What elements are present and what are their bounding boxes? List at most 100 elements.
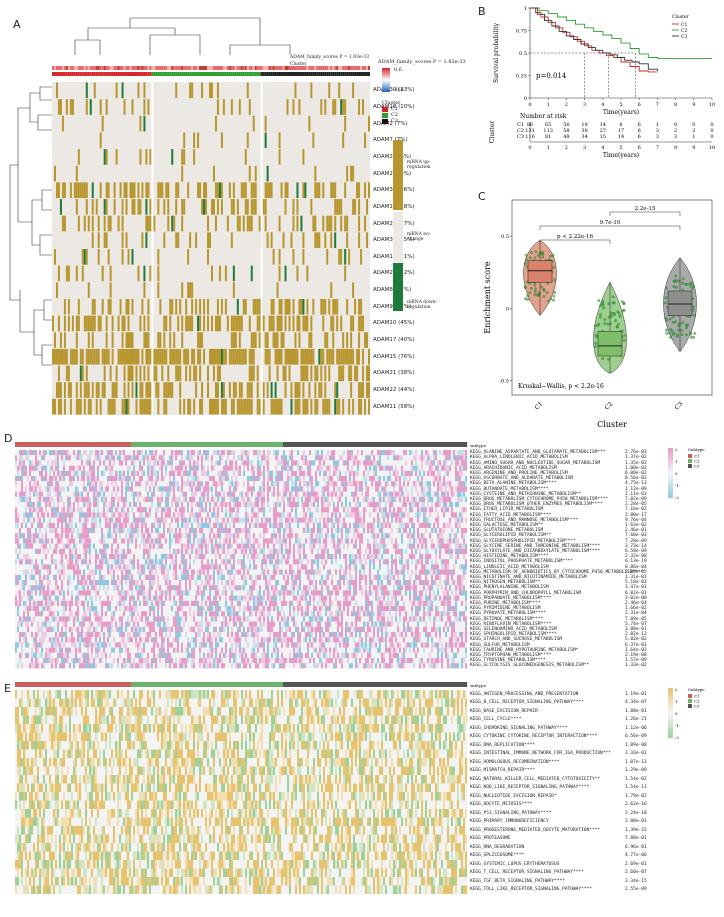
data-point: [615, 325, 619, 329]
y-axis-label: Enrichment score: [483, 261, 492, 333]
data-point: [693, 331, 697, 335]
pathway-label: KEGG_ALPHA_LINOLENIC_ACID_METABOLISM: [470, 455, 568, 461]
legend-c1: C1: [391, 106, 399, 112]
risk-x-tick: 0: [528, 145, 531, 151]
scale-tick: -1: [675, 483, 679, 488]
data-point: [552, 294, 556, 298]
pathway-label: KEGG_T_CELL_RECEPTOR_SIGNALING_PATHWAY**…: [470, 870, 584, 876]
subtype-legend-item: C3: [694, 704, 700, 709]
x-tick-label: 5: [619, 102, 622, 108]
data-point: [607, 302, 611, 305]
panel-a-heatmap: [9, 17, 370, 415]
pathway-pvalue: 1.31e-01: [625, 574, 647, 580]
risk-row-label: C2: [517, 128, 524, 134]
pathway-label: KEGG_NICOTINATE_AND_NICOTINAMIDE_METABOL…: [470, 574, 587, 580]
pathway-label: KEGG_ALANINE_ASPARTATE_AND_GLUTAMATE_MET…: [470, 450, 606, 456]
pathway-pvalue: 4.77e-06: [625, 853, 647, 859]
legend-down-label: mRNA down-regulation: [407, 300, 438, 310]
pathway-pvalue: 1.33e-02: [625, 663, 647, 669]
pathway-label: KEGG_DNA_REPLICATION****: [470, 742, 536, 748]
risk-x-tick: 6: [638, 145, 641, 151]
gene-label: ADAM30 (13%): [373, 87, 415, 94]
data-point: [676, 333, 679, 337]
y-tick-label: 0: [524, 96, 527, 102]
legend-item: C2: [681, 28, 687, 34]
legend-c1-swatch: [382, 107, 388, 112]
pathway-label: KEGG_METABOLISM_OF_XENOBIOTICS_BY_CYTOCH…: [470, 569, 644, 575]
risk-count: 15: [600, 134, 606, 140]
pathway-label: KEGG_B_CELL_RECEPTOR_SIGNALING_PATHWAY**…: [470, 700, 584, 706]
pathway-pvalue: 9.76e-04: [625, 517, 647, 523]
pathway-label: KEGG_FRUCTOSE_AND_MANNOSE_METABOLISM****: [470, 517, 579, 523]
risk-axis-label: Cluster: [489, 121, 496, 143]
pathway-label: KEGG_LINOLEIC_ACID_METABOLISM: [470, 564, 549, 570]
pathway-pvalue: 2.55e-09: [625, 887, 647, 893]
data-point: [665, 328, 668, 332]
scale-tick: 1: [675, 699, 678, 704]
risk-count: 81: [545, 134, 551, 140]
pathway-label: KEGG_CYTOKINE_CYTOKINE_RECEPTOR_INTERACT…: [470, 734, 598, 740]
risk-count: 38: [581, 128, 587, 134]
pathway-pvalue: 1.57e-09: [625, 658, 647, 664]
risk-count: 0: [710, 134, 713, 140]
data-point: [607, 315, 611, 319]
pathway-pvalue: 1.07e-13: [625, 759, 647, 765]
data-point: [542, 295, 546, 298]
comparison-label: 2.2e-15: [635, 206, 656, 212]
panel-b-letter: B: [478, 5, 486, 18]
gene-label: ADAM22 (44%): [373, 387, 415, 394]
pathway-label: KEGG_MISMATCH_REPAIR****: [470, 768, 536, 774]
gene-label: ADAM10 (45%): [373, 320, 415, 327]
data-point: [551, 254, 555, 257]
pathway-label: KEGG_GLUTATHIONE_METABOLISM: [470, 528, 544, 534]
subtype-legend-item: C1: [694, 454, 700, 459]
scale-tick: 0: [675, 471, 678, 476]
data-point: [671, 315, 675, 319]
risk-x-tick: 9: [692, 145, 695, 151]
data-point: [609, 322, 612, 326]
pathway-label: KEGG_INOSITOL_PHOSPHATE_METABOLISM****: [470, 559, 573, 565]
pathway-pvalue: 3.00e-17: [625, 512, 647, 518]
x-tick-label: 9: [692, 102, 695, 108]
panel-c-letter: C: [478, 190, 486, 203]
data-point: [540, 285, 544, 289]
subtype-legend-item: C3: [694, 464, 700, 469]
data-point: [672, 279, 676, 283]
pathway-label: KEGG_PRIMARY_IMMUNODEFICIENCY: [470, 819, 549, 825]
pathway-label: KEGG_GLYCINE_SERINE_AND_THREONINE_METABO…: [470, 543, 601, 549]
data-point: [674, 274, 678, 278]
data-point: [540, 250, 544, 254]
data-point: [680, 333, 684, 336]
pathway-label: KEGG_SELENOAMINO_ACID_METABOLISM: [470, 626, 557, 632]
data-point: [536, 254, 540, 257]
pathway-pvalue: 2.24e-18: [625, 810, 647, 816]
pathway-pvalue: 1.29e-09: [625, 768, 647, 774]
gene-label: ADAM8 (11%): [373, 287, 411, 294]
pathway-pvalue: 3.88e-01: [625, 626, 647, 632]
pathway-label: KEGG_TAURINE_AND_HYPOTAURINE_METABOLISM*: [470, 647, 579, 653]
score-hi: 0.6: [394, 67, 402, 73]
subtype-label: subtype: [470, 683, 487, 688]
risk-count: 56: [563, 122, 569, 128]
risk-count: 27: [600, 128, 606, 134]
pathway-label: KEGG_BUTANOATE_METABOLISM****: [470, 486, 549, 492]
pathway-pvalue: 2.69e-01: [625, 861, 647, 867]
data-point: [541, 253, 545, 256]
comparison-label: p < 2.22e-16: [557, 234, 593, 240]
risk-count: 1: [656, 122, 659, 128]
data-point: [692, 285, 696, 288]
pathway-pvalue: 1.66e-02: [625, 606, 647, 612]
survival-curve-C3: [530, 7, 658, 71]
data-point: [611, 301, 615, 305]
data-point: [552, 266, 556, 269]
scale-bar: [668, 448, 673, 498]
pathway-pvalue: 3.47e-01: [625, 585, 647, 591]
pathway-label: KEGG_RIBOFLAVIN_METABOLISM****: [470, 621, 552, 627]
pathway-label: KEGG_OOCYTE_MEIOSIS****: [470, 802, 533, 808]
data-point: [596, 324, 600, 327]
data-point: [603, 322, 607, 326]
data-point: [672, 285, 676, 288]
data-point: [681, 277, 685, 281]
gene-label: ADAM20 (5%): [373, 170, 412, 177]
